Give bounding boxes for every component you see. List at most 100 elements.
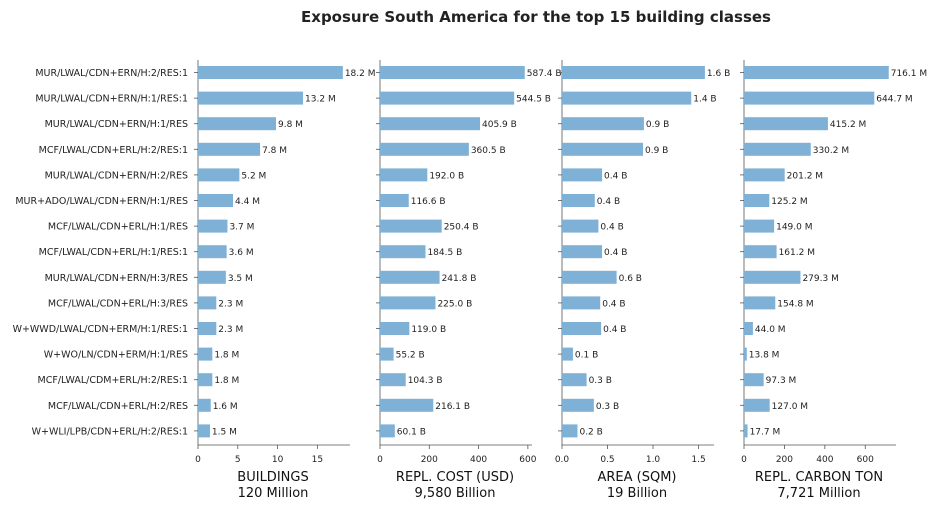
x-axis-title: BUILDINGS xyxy=(237,470,308,485)
bar xyxy=(744,296,776,310)
x-tick-label: 0 xyxy=(377,455,383,465)
bar xyxy=(198,424,210,438)
bar-value-label: 0.3 B xyxy=(596,402,619,412)
bar xyxy=(380,373,406,387)
x-axis-total: 9,580 Billion xyxy=(415,486,496,501)
bar-value-label: 405.9 B xyxy=(482,120,517,130)
bar xyxy=(198,168,240,182)
bar-value-label: 60.1 B xyxy=(397,427,426,437)
bar xyxy=(380,66,525,79)
bar xyxy=(198,194,234,207)
bar-value-label: 7.8 M xyxy=(262,146,287,156)
category-label: MCF/LWAL/CDN+ERL/H:1/RES xyxy=(48,222,188,233)
bar xyxy=(562,66,705,79)
x-axis-total: 19 Billion xyxy=(607,486,667,501)
bar xyxy=(198,322,217,335)
bar xyxy=(198,219,228,233)
bar-value-label: 17.7 M xyxy=(750,427,781,437)
panel-2: 587.4 B 544.5 B 405.9 B 360.5 B 192.0 B 116.6… xyxy=(376,60,562,501)
bar-value-label: 192.0 B xyxy=(429,171,464,181)
panel-1: 18.2 M 13.2 M 9.8 M 7.8 M 5.2 M 4.4 M 3.7 M 3.6… xyxy=(194,60,376,501)
x-tick-label: 0 xyxy=(741,455,747,465)
bar-value-label: 3.5 M xyxy=(228,274,253,284)
x-tick-label: 600 xyxy=(857,455,874,465)
bar-value-label: 4.4 M xyxy=(235,197,260,207)
bar-value-label: 241.8 B xyxy=(442,274,477,284)
x-tick-label: 10 xyxy=(272,455,284,465)
x-tick-label: 0 xyxy=(195,455,201,465)
bar-value-label: 127.0 M xyxy=(772,402,808,412)
chart-panels: MUR/LWAL/CDN+ERN/H:2/RES:1 MUR/LWAL/CDN+E… xyxy=(13,60,927,501)
x-tick-label: 1.0 xyxy=(646,455,661,465)
bar xyxy=(562,398,594,412)
bar xyxy=(744,219,775,233)
category-label: MCF/LWAL/CDN+ERL/H:2/RES xyxy=(48,401,188,412)
bar-value-label: 0.1 B xyxy=(575,351,598,361)
bar xyxy=(380,296,436,310)
bar xyxy=(380,142,469,156)
bar xyxy=(562,117,644,131)
category-label: MUR/LWAL/CDN+ERN/H:1/RES xyxy=(45,119,188,130)
bar xyxy=(744,66,889,79)
bar-value-label: 1.8 M xyxy=(214,376,239,386)
bar-value-label: 184.5 B xyxy=(427,248,462,258)
panel-3: 1.6 B 1.4 B 0.9 B 0.9 B 0.4 B 0.4 B 0.4 B 0.4 B… xyxy=(555,60,730,501)
bar-value-label: 201.2 M xyxy=(787,171,823,181)
bar xyxy=(198,245,227,259)
x-axis-total: 7,721 Million xyxy=(777,486,860,501)
bar xyxy=(380,347,394,361)
bar xyxy=(744,245,777,259)
bar-value-label: 0.9 B xyxy=(645,146,668,156)
chart-title: Exposure South America for the top 15 bu… xyxy=(301,8,771,26)
bar xyxy=(562,347,573,361)
bar xyxy=(198,66,343,79)
bar xyxy=(198,398,211,412)
bar xyxy=(198,373,213,387)
bar xyxy=(380,270,440,284)
x-tick-label: 0.5 xyxy=(600,455,614,465)
bar-value-label: 716.1 M xyxy=(891,69,927,79)
bar xyxy=(380,168,428,182)
bar xyxy=(744,117,828,131)
bar-value-label: 9.8 M xyxy=(278,120,303,130)
bar-value-label: 0.4 B xyxy=(604,171,627,181)
bar xyxy=(562,142,644,156)
category-label: W+WWD/LWAL/CDN+ERM/H:1/RES:1 xyxy=(13,324,188,335)
bar-value-label: 587.4 B xyxy=(527,69,562,79)
bar xyxy=(380,219,442,233)
bar xyxy=(198,296,217,310)
bar-value-label: 149.0 M xyxy=(776,223,812,233)
bar xyxy=(380,117,481,131)
bar xyxy=(562,322,602,335)
x-tick-label: 400 xyxy=(470,455,487,465)
bar-value-label: 125.2 M xyxy=(771,197,807,207)
bar xyxy=(380,245,426,259)
x-tick-label: 200 xyxy=(421,455,438,465)
bar-value-label: 225.0 B xyxy=(437,299,472,309)
category-label: MCF/LWAL/CDN+ERL/H:3/RES xyxy=(48,298,188,309)
category-label: MCF/LWAL/CDN+ERL/H:2/RES:1 xyxy=(39,145,188,156)
bar-value-label: 250.4 B xyxy=(444,223,479,233)
category-labels: MUR/LWAL/CDN+ERN/H:2/RES:1 MUR/LWAL/CDN+E… xyxy=(13,68,188,437)
bar xyxy=(380,91,515,105)
bar-value-label: 216.1 B xyxy=(435,402,470,412)
bar-value-label: 104.3 B xyxy=(408,376,443,386)
bar xyxy=(562,270,617,284)
bar-value-label: 0.3 B xyxy=(589,376,612,386)
bar-value-label: 644.7 M xyxy=(876,95,912,105)
x-tick-label: 600 xyxy=(519,455,536,465)
bar-value-label: 18.2 M xyxy=(345,69,376,79)
category-label: MUR/LWAL/CDN+ERN/H:3/RES xyxy=(45,273,188,284)
bar-value-label: 154.8 M xyxy=(777,299,813,309)
bar xyxy=(380,424,395,438)
bar xyxy=(562,168,603,182)
bar-value-label: 55.2 B xyxy=(396,351,425,361)
bar-value-label: 119.0 B xyxy=(411,325,446,335)
x-tick-label: 5 xyxy=(235,455,241,465)
category-label: W+WO/LN/CDN+ERM/H:1/RES xyxy=(44,350,188,361)
bar xyxy=(198,117,276,131)
bar xyxy=(744,142,811,156)
x-axis-total: 120 Million xyxy=(238,486,309,501)
bar xyxy=(562,245,603,259)
bar xyxy=(198,142,261,156)
